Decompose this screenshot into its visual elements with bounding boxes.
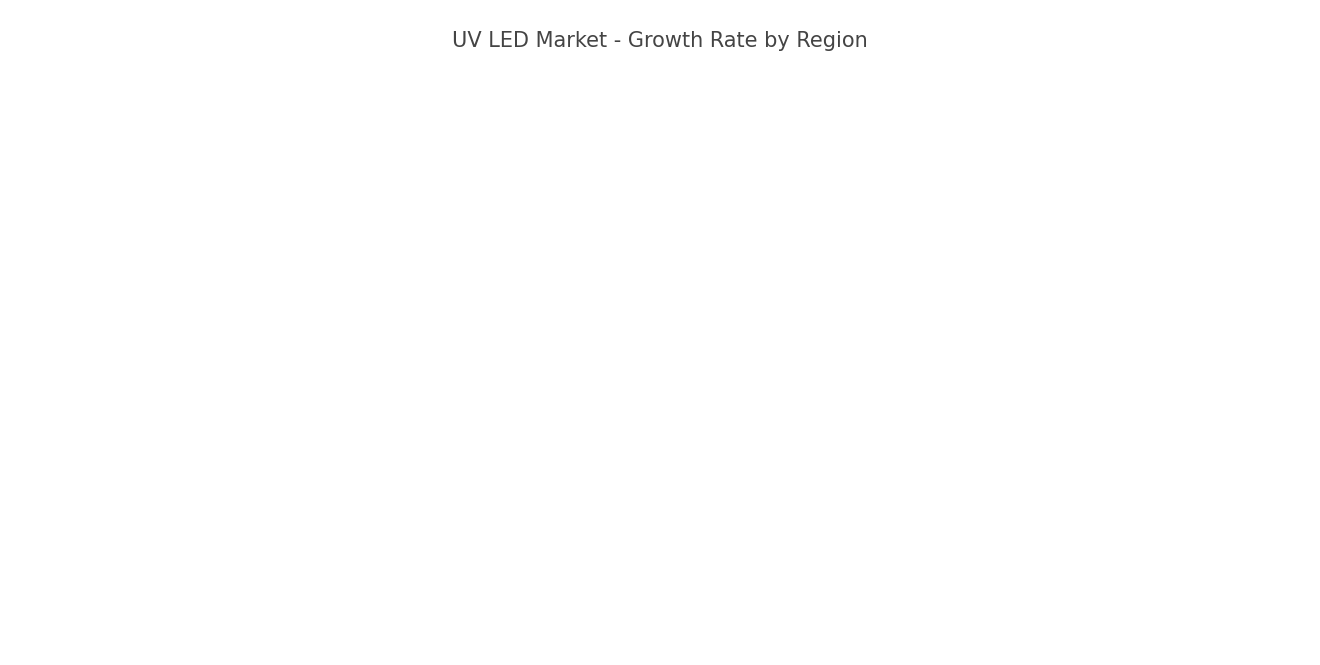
Text: UV LED Market - Growth Rate by Region: UV LED Market - Growth Rate by Region [453, 31, 867, 51]
